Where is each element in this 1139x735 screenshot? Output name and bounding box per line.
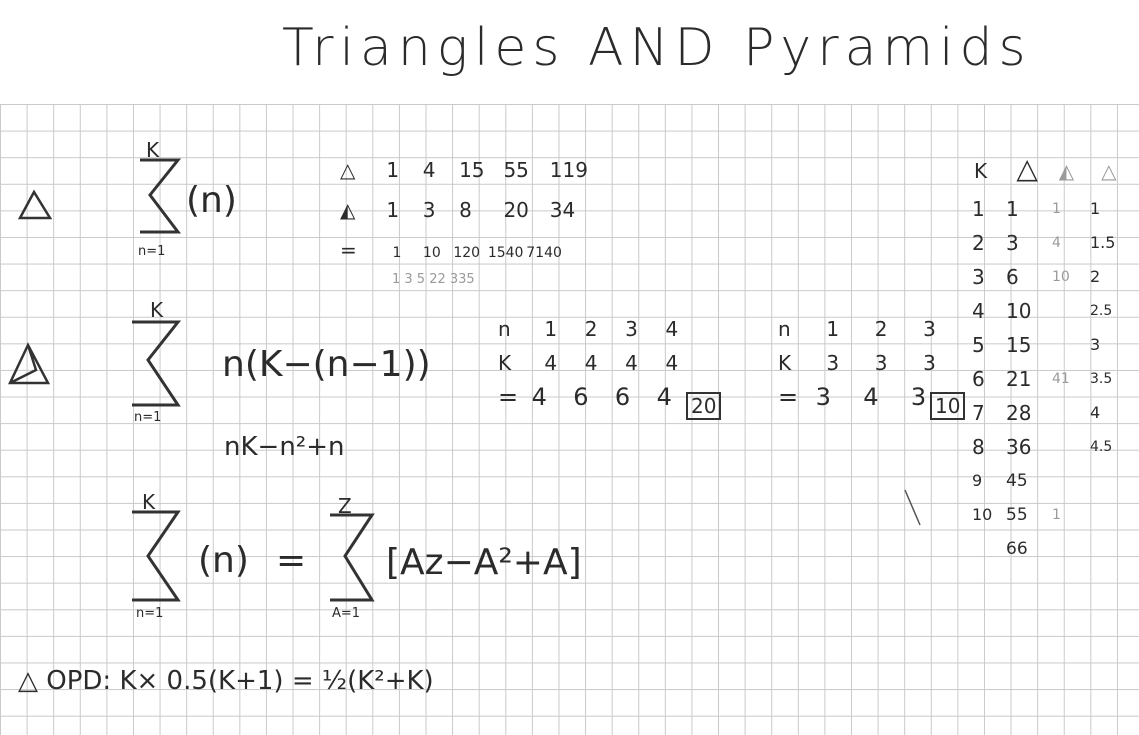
sigma-3-icon [132,510,181,602]
sum-3-left-body: (n) [198,540,249,581]
mid-table-a-eq-row: = 4 6 6 4 [498,383,672,411]
sigma-1-icon [140,158,182,234]
mid-table-a-k-row: K 4 4 4 4 [498,351,679,375]
sum-1-lower: n=1 [138,244,166,259]
top-table-row-equals: = 1 10 120 1540 7140 [340,238,562,262]
mid-table-b-k-row: K 3 3 3 [778,351,936,375]
triangle-icon [17,189,53,220]
side-table-headers: K △ ◭ △ [974,152,1117,185]
top-table: △ 1 4 15 55 119 ◭ 1 3 8 20 34 = 1 10 120… [340,150,590,273]
scribble-note: 1 3 5 22 335 [392,272,475,287]
opd-formula: △ OPD: K× 0.5(K+1) = ½(K²+K) [18,666,434,696]
mid-table-b: n 1 2 3 K 3 3 3 = 3 4 3 [778,312,953,414]
mid-table-b-n-row: n 1 2 3 [778,317,936,341]
side-table-k-column: 1 2 3 4 5 6 7 8 9 10 [972,197,993,524]
mid-table-a: n 1 2 3 4 K 4 4 4 4 = 4 6 6 4 [498,312,699,414]
sum-1-upper: K [146,138,160,162]
sum-3-left-upper: K [142,490,156,514]
mid-table-b-total: 10 [930,392,966,420]
top-table-row-triangle: △ 1 4 15 55 119 [340,158,588,182]
sum-3-right-body: [Az−A²+A] [386,542,582,583]
mid-table-a-n-row: n 1 2 3 4 [498,317,679,341]
side-table-triangle-column: 1 3 6 10 15 21 28 36 45 55 66 [1006,197,1032,559]
sigma-2-icon [132,320,182,407]
side-table-pyramid-column: 1 4 10 41 1 [1052,201,1070,523]
sum-3-left-lower: n=1 [136,606,164,621]
mid-table-a-total: 20 [686,392,722,420]
side-table-half-column: 1 1.5 2 2.5 3 3.5 4 4.5 [1090,199,1116,455]
sum-2-expansion: nK−n²+n [224,432,345,462]
mid-table-b-eq-row: = 3 4 3 [778,383,927,411]
sum-2-upper: K [150,298,164,322]
sum-2-lower: n=1 [134,410,162,425]
sigma-4-icon [330,513,375,602]
pyramid-icon [8,342,51,385]
sum-3-right-upper: Z [338,494,352,518]
page-title: Triangles AND Pyramids [282,18,1032,78]
sum-2-body: n(K−(n−1)) [222,344,431,385]
top-table-row-pyramid: ◭ 1 3 8 20 34 [340,198,576,222]
sum-1-body: (n) [186,180,237,221]
sum-3-right-lower: A=1 [332,606,361,621]
sum-3-equals: = [276,540,307,581]
